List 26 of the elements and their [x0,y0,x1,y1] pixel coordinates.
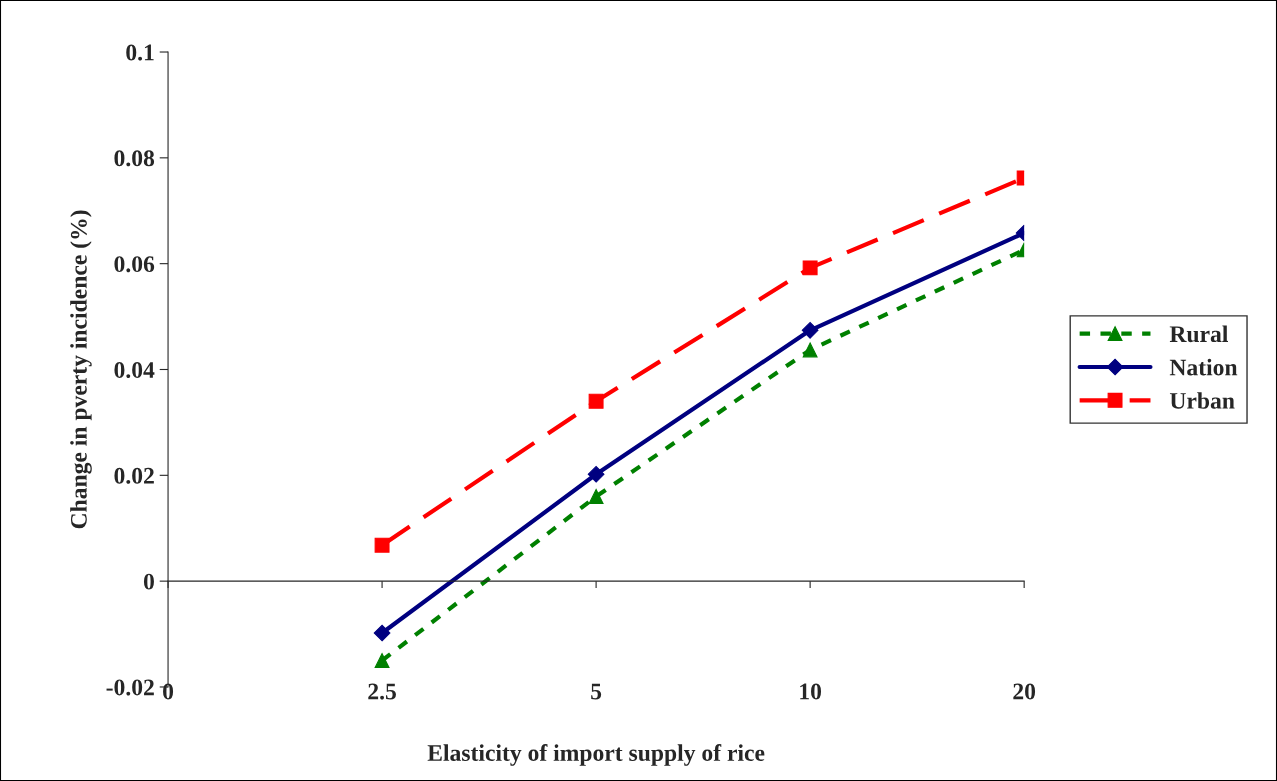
legend-label: Rural [1169,325,1228,343]
point [802,260,818,276]
legend-label: Nation [1169,358,1238,376]
point [801,321,819,339]
point [588,489,604,504]
point [802,342,818,358]
y-tick-label: 0.04 [114,361,155,379]
y-axis-title: Change in pverty incidence (%) [70,210,92,529]
x-axis-title: Elasticity of import supply of rice [427,744,765,766]
y-tick-label: 0.06 [114,256,155,273]
y-tick-label: -0.02 [106,679,154,696]
x-tick-label: 0 [163,683,174,700]
x-tick-label: 5 [591,683,602,700]
y-tick-label: 0.1 [126,44,154,61]
x-tick-label: 10 [800,683,822,700]
point [587,465,605,483]
x-tick-label: 2.5 [368,683,396,700]
point [373,624,391,642]
y-tick-label: 0 [143,573,154,590]
y-tick-label: 0.08 [114,150,155,167]
point [374,653,390,668]
point [588,393,604,409]
point [374,537,390,553]
y-tick-label: 0.02 [114,467,154,484]
legend-label: Urban [1169,392,1235,409]
x-tick-label: 20 [1013,683,1036,700]
